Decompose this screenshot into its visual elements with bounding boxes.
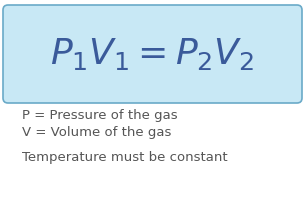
Text: P = Pressure of the gas: P = Pressure of the gas <box>22 109 178 122</box>
Text: $\mathit{P}_1\mathit{V}_1 = \mathit{P}_2\mathit{V}_2$: $\mathit{P}_1\mathit{V}_1 = \mathit{P}_2… <box>50 36 255 72</box>
FancyBboxPatch shape <box>3 5 302 103</box>
Text: V = Volume of the gas: V = Volume of the gas <box>22 126 171 139</box>
Text: Temperature must be constant: Temperature must be constant <box>22 151 228 164</box>
